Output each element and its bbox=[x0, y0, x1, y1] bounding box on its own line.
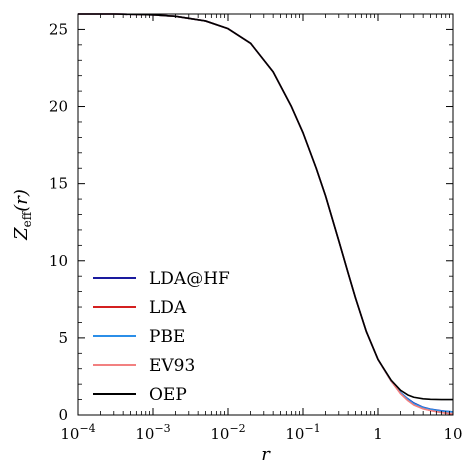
x-tick-label-base: 10 bbox=[210, 425, 229, 443]
series-line-pbe bbox=[78, 13, 454, 413]
x-tick-label-exponent: −4 bbox=[79, 422, 95, 435]
series-line-lda bbox=[78, 13, 454, 416]
legend-label-lda: LDA bbox=[149, 298, 187, 318]
y-tick-label: 0 bbox=[58, 406, 68, 424]
x-tick-label: 10−3 bbox=[135, 422, 170, 443]
x-tick-label-exponent: −1 bbox=[304, 422, 320, 435]
x-tick-label: 1 bbox=[373, 425, 383, 443]
y-tick-label: 20 bbox=[49, 98, 68, 116]
legend-label-ev93: EV93 bbox=[149, 356, 195, 376]
x-tick-label-base: 1 bbox=[373, 425, 383, 443]
y-tick-label: 10 bbox=[49, 252, 68, 270]
legend-label-pbe: PBE bbox=[149, 327, 185, 347]
x-tick-label: 10 bbox=[443, 425, 462, 443]
x-tick-label: 10−4 bbox=[60, 422, 95, 443]
y-axis-label-subscript: eff bbox=[20, 210, 34, 227]
x-tick-label: 10−1 bbox=[285, 422, 320, 443]
x-tick-label-base: 10 bbox=[285, 425, 304, 443]
x-axis-label: r bbox=[261, 444, 271, 463]
plot-lines bbox=[78, 13, 454, 416]
series-line-oep bbox=[78, 13, 453, 401]
legend-label-oep: OEP bbox=[149, 385, 187, 405]
plot-frame bbox=[77, 13, 454, 416]
x-tick-label-base: 10 bbox=[60, 425, 79, 443]
x-tick-label-exponent: −2 bbox=[229, 422, 245, 435]
x-tick-label-base: 10 bbox=[135, 425, 154, 443]
x-tick-label: 10−2 bbox=[210, 422, 245, 443]
legend: LDA@HF LDA PBE EV93 OEP bbox=[93, 269, 230, 405]
series-line-lda-hf bbox=[78, 13, 454, 413]
y-axis-label-main: Z bbox=[11, 227, 32, 241]
axis-ticks bbox=[77, 14, 454, 416]
y-tick-label: 5 bbox=[58, 329, 68, 347]
series-line-ev93 bbox=[78, 13, 454, 415]
y-axis-label: Zeff(r) bbox=[11, 189, 34, 241]
y-axis-label-argument: (r) bbox=[11, 189, 32, 212]
legend-label-lda-hf: LDA@HF bbox=[149, 269, 230, 289]
x-tick-label-base: 10 bbox=[443, 425, 462, 443]
y-tick-label: 25 bbox=[49, 20, 68, 38]
y-tick-label: 15 bbox=[49, 175, 68, 193]
x-tick-label-exponent: −3 bbox=[154, 422, 170, 435]
